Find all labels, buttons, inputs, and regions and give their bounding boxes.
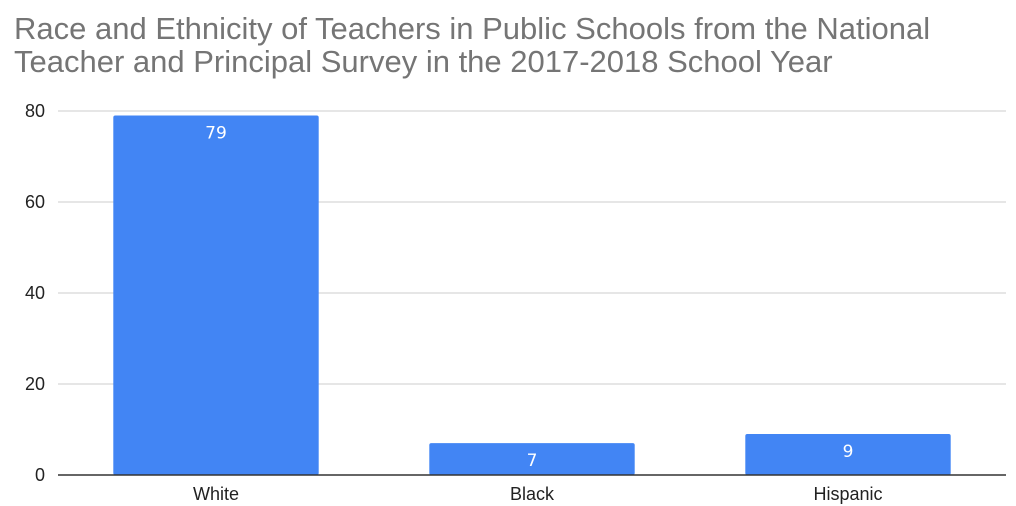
y-tick-label: 80 [25, 101, 45, 121]
y-tick-label: 0 [35, 465, 45, 485]
chart-title: Race and Ethnicity of Teachers in Public… [14, 11, 931, 79]
y-tick-label: 40 [25, 283, 45, 303]
bars [113, 115, 951, 476]
x-tick-label: Black [510, 484, 555, 504]
bar-white [113, 115, 319, 476]
y-tick-label: 20 [25, 374, 45, 394]
data-labels: 797 9 [205, 124, 853, 472]
x-tick-label: Hispanic [813, 484, 882, 504]
x-tick-label: White [193, 484, 239, 504]
data-label: 9 [843, 442, 854, 462]
bar-hispanic [745, 434, 951, 475]
x-axis-ticks: White Black Hispanic [193, 484, 883, 504]
y-axis-ticks: 0 20 40 60 80 [25, 101, 45, 485]
y-tick-label: 60 [25, 192, 45, 212]
data-label: 7 [527, 451, 538, 471]
bar-black [429, 443, 635, 475]
data-label: 79 [205, 124, 227, 144]
